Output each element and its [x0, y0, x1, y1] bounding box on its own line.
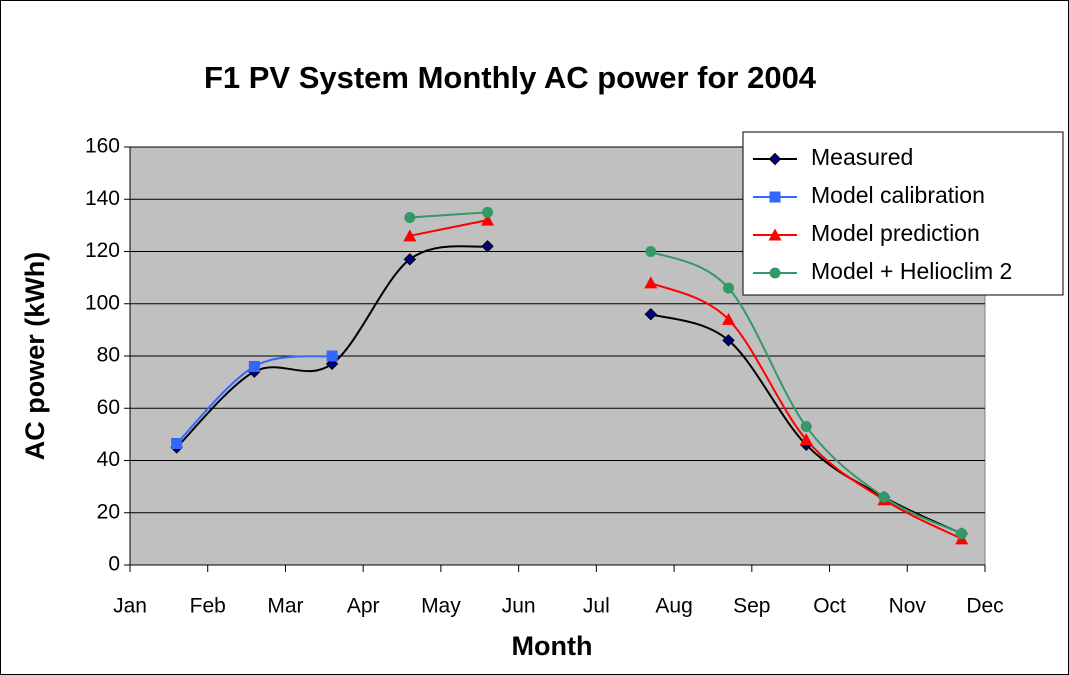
- y-tick-label: 40: [97, 448, 120, 471]
- x-axis-label: Month: [512, 631, 593, 661]
- marker: [403, 229, 417, 242]
- x-tick-label: Sep: [733, 595, 770, 618]
- x-tick-label: Aug: [655, 595, 692, 618]
- marker: [171, 438, 183, 450]
- series-line: [409, 219, 963, 540]
- y-tick-label: 120: [85, 239, 120, 262]
- marker: [768, 228, 782, 241]
- marker: [878, 491, 890, 503]
- chart-title: F1 PV System Monthly AC power for 2004: [204, 60, 817, 95]
- y-tick-label: 80: [97, 344, 120, 367]
- marker: [644, 276, 658, 289]
- legend: Measured Model calibration Model predictio…: [742, 131, 1064, 296]
- marker: [769, 267, 781, 279]
- x-tick-label: Nov: [889, 595, 927, 618]
- marker: [956, 528, 968, 540]
- marker: [481, 240, 494, 253]
- marker: [768, 152, 782, 166]
- marker: [644, 307, 657, 321]
- y-tick-label: 140: [85, 187, 120, 210]
- x-tick-label: Feb: [190, 595, 226, 618]
- y-tick-label: 160: [85, 135, 120, 158]
- y-tick-label: 60: [97, 396, 120, 419]
- x-tick-label: Oct: [813, 595, 846, 618]
- marker: [248, 360, 260, 372]
- marker: [326, 350, 338, 362]
- legend-label: Model prediction: [811, 220, 980, 246]
- marker: [800, 421, 812, 433]
- legend-label: Model calibration: [811, 182, 985, 208]
- marker: [481, 213, 495, 226]
- marker: [645, 246, 657, 257]
- y-tick-label: 20: [97, 500, 120, 523]
- x-tick-label: Apr: [347, 595, 380, 618]
- marker: [722, 334, 735, 347]
- legend-label: Model + Helioclim 2: [811, 258, 1012, 284]
- x-tick-label: Jan: [113, 595, 147, 618]
- legend-label: Measured: [811, 144, 913, 170]
- x-tick-label: Jul: [583, 595, 610, 618]
- y-axis-label: AC power (kWh): [20, 252, 50, 461]
- x-tick-label: Mar: [267, 595, 303, 618]
- marker: [403, 253, 417, 266]
- y-tick-label: 100: [85, 291, 120, 314]
- marker: [404, 212, 416, 224]
- marker: [722, 312, 735, 325]
- marker: [769, 191, 781, 203]
- marker: [482, 206, 494, 218]
- marker: [799, 433, 813, 446]
- x-tick-label: May: [421, 595, 461, 618]
- marker: [723, 282, 734, 294]
- x-tick-label: Jun: [502, 595, 536, 618]
- x-tick-label: Dec: [966, 595, 1003, 618]
- y-tick-label: 0: [108, 553, 120, 576]
